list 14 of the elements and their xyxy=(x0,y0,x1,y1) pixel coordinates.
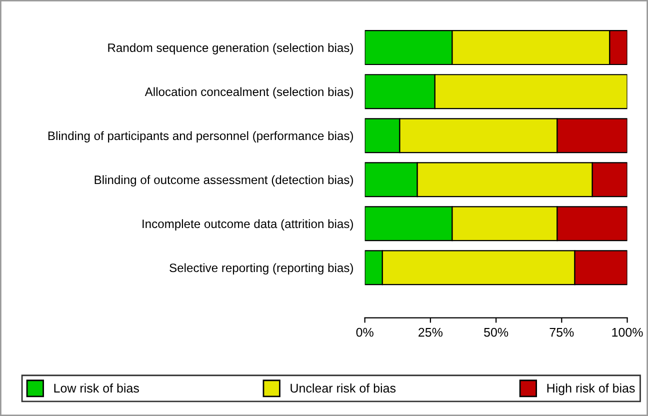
x-tick-label: 100% xyxy=(612,328,643,337)
y-tick-label: Allocation concealment (selection bias) xyxy=(144,87,353,98)
y-tick-label: Blinding of outcome assessment (detection bias) xyxy=(94,175,353,186)
y-tick-label: Selective reporting (reporting bias) xyxy=(170,263,353,275)
y-tick-label: Blinding of participants and personnel (performance bias) xyxy=(48,131,353,142)
y-tick-label: Incomplete outcome data (attrition bias) xyxy=(142,219,353,231)
x-tick-label: 75% xyxy=(550,328,574,337)
x-tick-label: 25% xyxy=(418,328,442,337)
legend-label: Low risk of bias xyxy=(54,383,139,393)
x-tick-label: 50% xyxy=(484,328,508,337)
legend-label: High risk of bias xyxy=(547,383,635,396)
y-tick-label: Random sequence generation (selection bias) xyxy=(108,43,353,54)
x-tick-label: 0% xyxy=(356,328,374,337)
legend-label: Unclear risk of bias xyxy=(290,383,396,393)
